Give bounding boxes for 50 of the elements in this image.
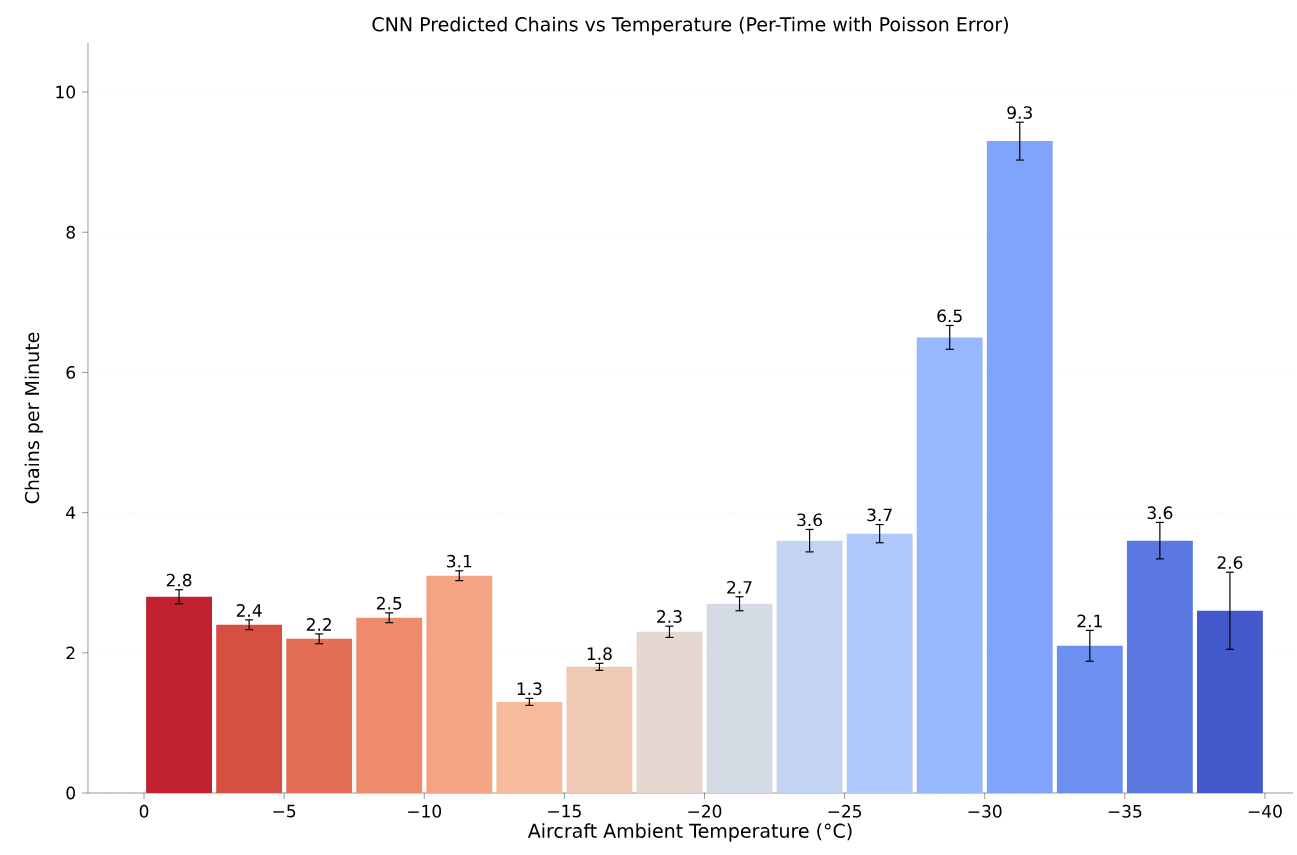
bar [1056, 645, 1123, 793]
y-tick-label: 6 [66, 366, 76, 379]
y-tick-label: 8 [66, 225, 75, 239]
bar [916, 337, 983, 793]
data-label: 3.7 [867, 508, 892, 522]
data-label: 2.2 [306, 618, 331, 631]
bar [1197, 610, 1263, 793]
data-label: 3.6 [797, 513, 823, 527]
bar [496, 701, 563, 793]
x-tick-label: −5 [273, 804, 296, 818]
x-tick-label: −10 [408, 804, 442, 818]
data-label: 2.7 [727, 580, 752, 594]
chart-title: CNN Predicted Chains vs Temperature (Per-Time with Poisson Error) [372, 16, 1008, 36]
x-axis-title: Aircraft Ambient Temperature (°C) [527, 823, 852, 842]
bar [986, 141, 1053, 793]
x-tick-label: −35 [1108, 804, 1142, 818]
y-tick-label: 4 [66, 506, 76, 519]
x-tick-label: −40 [1248, 804, 1282, 818]
data-label: 3.1 [447, 554, 472, 568]
bar [636, 631, 703, 793]
y-tick-label: 10 [56, 85, 75, 99]
bar [706, 603, 773, 793]
bar [846, 533, 913, 793]
bar [146, 596, 212, 793]
data-label: 6.5 [937, 309, 962, 323]
bar [216, 624, 283, 793]
data-label: 1.3 [517, 682, 542, 696]
data-label: 2.4 [236, 604, 262, 617]
data-label: 1.8 [587, 647, 612, 661]
x-tick-label: 0 [139, 804, 149, 818]
data-label: 9.3 [1007, 106, 1032, 119]
bar [356, 617, 423, 793]
x-tick-label: −20 [688, 804, 722, 818]
y-tick-label: 0 [66, 786, 75, 800]
bar [286, 638, 353, 793]
bar [776, 540, 843, 793]
data-label: 2.6 [1217, 556, 1243, 569]
data-label: 2.8 [166, 573, 192, 587]
y-axis-title: Chains per Minute [24, 332, 43, 504]
bar [426, 575, 493, 793]
y-tick-label: 2 [66, 646, 75, 660]
data-label: 2.1 [1077, 614, 1102, 628]
data-label: 2.5 [376, 596, 402, 610]
x-tick-label: −15 [548, 804, 581, 818]
x-tick-label: −30 [968, 804, 1002, 818]
data-label: 3.6 [1147, 506, 1173, 520]
x-tick-label: −25 [828, 804, 862, 818]
bar [566, 666, 633, 793]
bar [1126, 540, 1193, 793]
data-label: 2.3 [657, 610, 682, 623]
